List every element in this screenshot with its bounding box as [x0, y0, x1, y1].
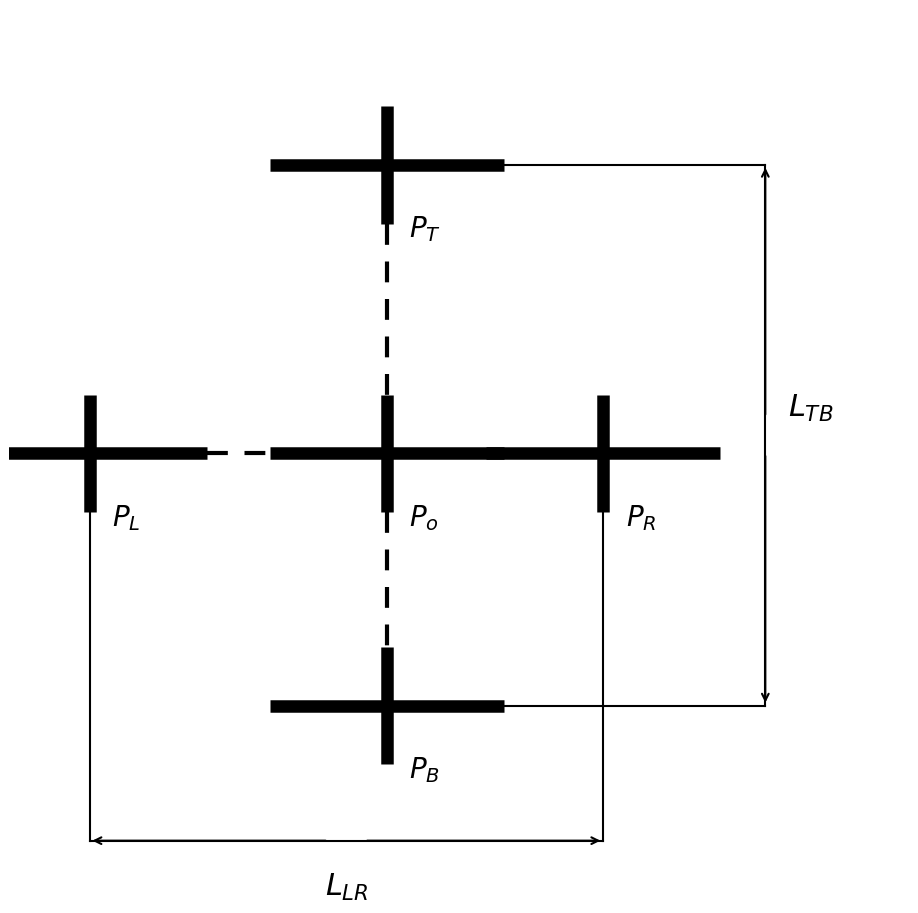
Text: $L_{LR}$: $L_{LR}$: [325, 872, 368, 903]
Text: $P_T$: $P_T$: [409, 215, 442, 245]
Text: $P_L$: $P_L$: [112, 503, 140, 532]
Text: $P_o$: $P_o$: [409, 503, 439, 532]
Text: $P_R$: $P_R$: [626, 503, 656, 532]
Text: $L_{TB}$: $L_{TB}$: [788, 393, 834, 424]
Text: $P_B$: $P_B$: [409, 755, 441, 785]
